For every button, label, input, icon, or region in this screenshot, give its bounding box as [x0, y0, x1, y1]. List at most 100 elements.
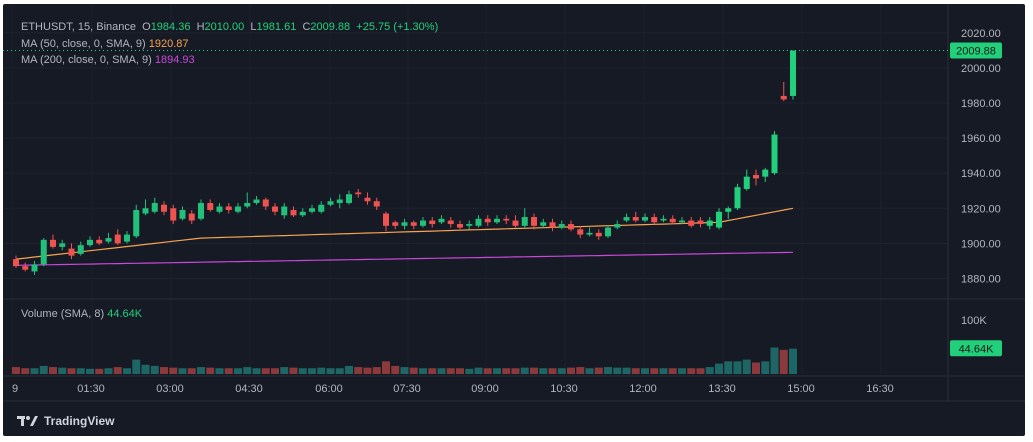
volume-bar: [752, 362, 760, 374]
ma50-legend[interactable]: MA (50, close, 0, SMA, 9) 1920.87: [21, 38, 189, 50]
open-label: O: [142, 21, 151, 33]
candle-body: [31, 264, 38, 272]
candle-body: [521, 217, 528, 226]
candle-body: [336, 199, 343, 203]
candle-body: [262, 199, 269, 207]
candle-body: [632, 217, 639, 221]
candle-body: [22, 266, 29, 270]
candle-body: [68, 248, 75, 256]
volume-bar: [21, 368, 30, 374]
volume-bar: [567, 367, 575, 374]
candle-body: [549, 222, 556, 228]
candle-body: [679, 220, 685, 223]
candle-body: [484, 218, 491, 223]
candle-body: [438, 218, 445, 223]
grid-lines: [3, 4, 948, 374]
low-label: L: [250, 21, 257, 33]
x-tick-label: 15:00: [787, 383, 815, 395]
volume-bar: [742, 359, 751, 374]
volume-bar: [696, 368, 705, 374]
volume-bar: [650, 368, 659, 374]
volume-axis-label: 100K: [961, 315, 987, 327]
candle-body: [429, 220, 436, 225]
price-badge: [950, 42, 1002, 59]
candle-body: [355, 192, 362, 195]
ma50-value: 1920.87: [148, 38, 189, 50]
volume-bar: [641, 368, 649, 374]
volume-bar: [474, 367, 483, 374]
volume-bar: [123, 368, 131, 374]
volume-bar: [419, 368, 427, 374]
candle-body: [688, 220, 695, 226]
ma200-label: MA (200, close, 0, SMA, 9): [21, 54, 152, 66]
volume-bar: [280, 367, 289, 374]
volume-bar: [715, 363, 723, 374]
axes: 2020.00 2000.00 1980.00 1960.00 1940.00 1920.…: [3, 4, 1025, 402]
candle-body: [697, 220, 704, 225]
volume-bar: [289, 367, 298, 374]
candle-body: [623, 217, 630, 221]
volume-bar: [308, 368, 316, 374]
candlestick-chart[interactable]: 2020.00 2000.00 1980.00 1960.00 1940.00 1920.…: [3, 4, 1025, 436]
y-tick-label: 2000.00: [961, 63, 1001, 75]
volume-bar: [354, 367, 363, 374]
candle-body: [771, 134, 778, 174]
branding-text: TradingView: [44, 414, 115, 428]
candle-body: [281, 206, 288, 216]
volume-bars: [12, 347, 797, 374]
candle-body: [179, 210, 186, 219]
close-label: C: [302, 21, 311, 33]
ma200-value: 1894.93: [154, 54, 195, 66]
y-tick-label: 2020.00: [961, 28, 1001, 40]
exchange: Binance: [96, 21, 136, 33]
volume-bar: [113, 367, 122, 374]
candle-body: [327, 201, 334, 205]
candle-body: [669, 218, 676, 223]
volume-bar: [631, 368, 640, 374]
volume-bar: [234, 368, 242, 374]
candle-body: [318, 204, 325, 212]
volume-bar: [76, 368, 85, 374]
candle-body: [364, 197, 371, 202]
volume-bar: [520, 367, 529, 374]
candle-body: [50, 239, 56, 247]
chart-frame: 2020.00 2000.00 1980.00 1960.00 1940.00 1920.…: [3, 4, 1025, 436]
candle-body: [595, 232, 602, 237]
volume-bar: [437, 368, 446, 374]
volume-bar: [67, 368, 76, 374]
candle-body: [780, 95, 787, 100]
candle-body: [734, 187, 741, 209]
candle-body: [605, 227, 611, 237]
volume-bar: [530, 367, 538, 374]
open-value: 1984.36: [150, 21, 191, 33]
volume-bar: [428, 368, 437, 374]
interval: 15: [77, 21, 91, 33]
volume-bar: [456, 368, 464, 374]
low-value: 1981.61: [256, 21, 297, 33]
volume-legend[interactable]: Volume (SMA, 8) 44.64K: [21, 308, 142, 320]
ma200-legend[interactable]: MA (200, close, 0, SMA, 9) 1894.93: [21, 54, 195, 66]
candle-body: [207, 202, 214, 211]
candle-body: [447, 220, 454, 225]
symbol-legend: ETHUSDT, 15, Binance O1984.36 H2010.00 L…: [21, 21, 439, 33]
volume-bar: [104, 368, 113, 374]
volume-bar: [215, 368, 224, 374]
volume-bar: [326, 368, 335, 374]
volume-bar: [243, 367, 252, 374]
volume-bar: [409, 367, 418, 374]
volume-bar: [539, 368, 548, 374]
candle-body: [614, 224, 621, 228]
tradingview-logo[interactable]: TradingView: [17, 414, 114, 428]
candle-body: [568, 224, 574, 230]
candle-body: [392, 222, 399, 226]
x-tick-label: 03:00: [156, 383, 184, 395]
volume-bar: [622, 367, 631, 374]
x-tick-label: 07:30: [393, 383, 421, 395]
high-label: H: [196, 21, 205, 33]
volume-bar: [271, 368, 279, 374]
volume-bar: [187, 368, 196, 374]
candle-body: [272, 206, 278, 212]
volume-bar: [197, 367, 205, 374]
candle-body: [216, 206, 223, 212]
volume-bar: [483, 368, 492, 374]
